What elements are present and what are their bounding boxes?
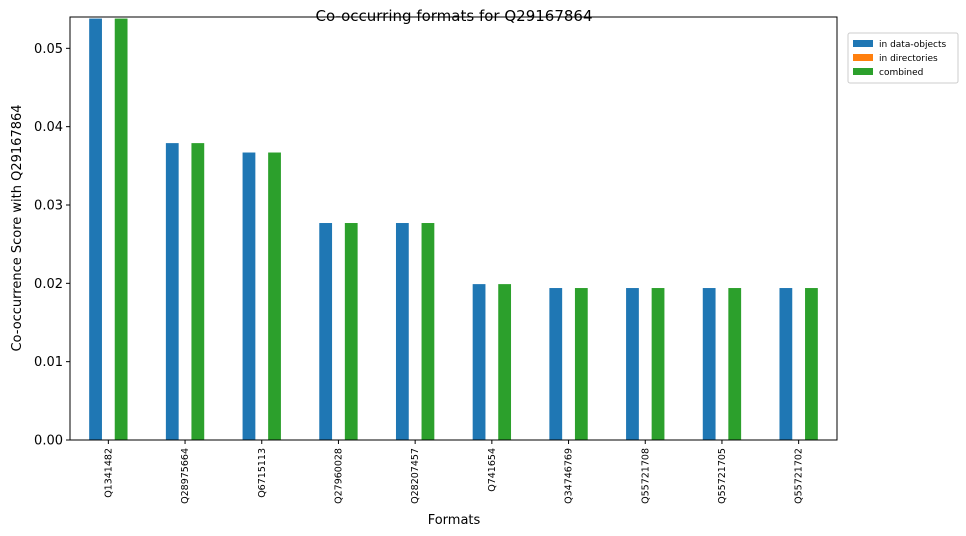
plot-frame (69, 16, 838, 441)
bar-in-data-objects-Q55721702 (779, 288, 793, 440)
y-axis-label: Co-occurrence Score with Q29167864 (10, 104, 25, 351)
bar-in-data-objects-Q28975664 (165, 143, 179, 440)
bar-combined-Q741654 (498, 284, 512, 440)
x-tick-label: Q6715113 (257, 448, 268, 498)
bars-layer (89, 18, 818, 441)
y-tick-label: 0.01 (34, 355, 63, 370)
legend-label: in directories (879, 54, 938, 64)
bar-combined-Q34746769 (574, 288, 588, 440)
x-tick-label: Q34746769 (564, 448, 575, 504)
legend-swatch (853, 68, 873, 75)
legend-box (847, 32, 959, 84)
x-tick-label: Q55721705 (717, 448, 728, 504)
y-tick-label: 0.03 (34, 199, 63, 214)
legend-swatch (853, 40, 873, 47)
bar-in-data-objects-Q741654 (472, 284, 486, 440)
y-axis: 0.00 0.01 0.02 0.03 0.04 0.05 (34, 42, 70, 449)
legend-label: combined (879, 68, 923, 78)
bar-in-data-objects-Q28207457 (395, 223, 409, 440)
bar-in-data-objects-Q55721705 (702, 288, 716, 440)
y-tick-label: 0.04 (34, 120, 63, 135)
bar-in-data-objects-Q6715113 (242, 152, 256, 440)
bar-combined-Q6715113 (268, 152, 281, 440)
bar-in-data-objects-Q55721708 (626, 288, 639, 440)
y-tick-label: 0.00 (34, 434, 63, 449)
bar-combined-Q28975664 (191, 143, 205, 440)
bar-combined-Q55721708 (651, 288, 665, 440)
x-tick-label: Q55721702 (794, 448, 805, 504)
bar-in-data-objects-Q34746769 (549, 288, 563, 440)
legend: in data-objects in directories combined (847, 32, 959, 84)
x-axis-label: Formats (428, 513, 481, 528)
x-tick-label: Q28975664 (180, 448, 191, 504)
x-axis: Q1341482 Q28975664 Q6715113 Q27960028 Q28207… (103, 440, 805, 504)
bar-combined-Q27960028 (344, 223, 358, 440)
bar-combined-Q55721705 (728, 288, 742, 440)
bar-in-data-objects-Q1341482 (89, 18, 102, 441)
x-tick-label: Q741654 (487, 448, 498, 492)
x-tick-label: Q55721708 (640, 448, 651, 504)
x-tick-label: Q1341482 (103, 448, 114, 498)
legend-swatch (853, 54, 873, 61)
bar-in-data-objects-Q27960028 (319, 223, 333, 440)
legend-label: in data-objects (879, 40, 946, 50)
y-tick-label: 0.05 (34, 42, 63, 57)
bar-combined-Q28207457 (421, 223, 435, 440)
bar-combined-Q1341482 (114, 18, 128, 441)
bar-combined-Q55721702 (805, 288, 818, 440)
x-tick-label: Q28207457 (410, 448, 421, 504)
x-tick-label: Q27960028 (333, 448, 344, 504)
y-tick-label: 0.02 (34, 277, 63, 292)
chart-title: Co-occurring formats for Q29167864 (315, 7, 592, 25)
